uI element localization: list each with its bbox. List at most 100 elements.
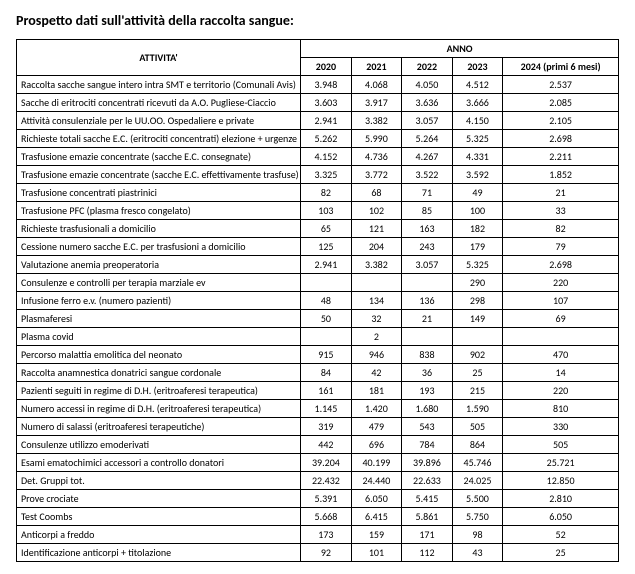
table-row: Valutazione anemia preoperatoria2.9413.3… [17,256,619,274]
value-cell: 3.382 [351,256,402,274]
table-row: Percorso malattia emolitica del neonato 9… [17,346,619,364]
value-cell: 21 [503,184,619,202]
value-cell: 22.432 [301,472,352,490]
value-cell: 163 [402,220,453,238]
table-body: Raccolta sacche sangue intero intra SMT … [17,76,619,562]
value-cell [503,328,619,346]
value-cell: 5.391 [301,490,352,508]
activity-label: Pazienti seguiti in regime di D.H. (erit… [17,382,301,400]
activity-label: Trasfusione concentrati piastrinici [17,184,301,202]
value-cell: 5.500 [452,490,503,508]
value-cell: 3.382 [351,112,402,130]
activity-label: Identificazione anticorpi + titolazione [17,544,301,562]
value-cell: 50 [301,310,352,328]
table-row: Det. Gruppi tot.22.43224.44022.63324.025… [17,472,619,490]
table-row: Prove crociate5.3916.0505.4155.5002.810 [17,490,619,508]
value-cell: 161 [301,382,352,400]
value-cell: 24.440 [351,472,402,490]
header-year-2024: 2024 (primi 6 mesi) [503,58,619,76]
value-cell: 136 [402,292,453,310]
value-cell: 179 [452,238,503,256]
value-cell: 1.145 [301,400,352,418]
value-cell: 82 [503,220,619,238]
table-row: Cessione numero sacche E.C. per trasfusi… [17,238,619,256]
value-cell: 92 [301,544,352,562]
value-cell: 4.152 [301,148,352,166]
value-cell: 810 [503,400,619,418]
value-cell: 5.325 [452,256,503,274]
value-cell: 505 [503,436,619,454]
value-cell: 298 [452,292,503,310]
activity-label: Plasma covid [17,328,301,346]
value-cell: 2 [351,328,402,346]
table-row: Numero di salassi (eritroaferesi terapeu… [17,418,619,436]
value-cell: 40.199 [351,454,402,472]
value-cell: 5.262 [301,130,352,148]
header-year-2021: 2021 [351,58,402,76]
header-year-2023: 2023 [452,58,503,76]
value-cell: 3.603 [301,94,352,112]
value-cell: 946 [351,346,402,364]
value-cell: 43 [452,544,503,562]
value-cell: 159 [351,526,402,544]
value-cell: 442 [301,436,352,454]
value-cell: 1.590 [452,400,503,418]
value-cell: 103 [301,202,352,220]
table-row: Infusione ferro e.v. (numero pazienti)48… [17,292,619,310]
table-row: Sacche di eritrociti concentrati ricevut… [17,94,619,112]
value-cell: 5.264 [402,130,453,148]
activity-label: Richieste trasfusionali a domicilio [17,220,301,238]
value-cell: 215 [452,382,503,400]
value-cell: 2.698 [503,130,619,148]
activity-label: Plasmaferesi [17,310,301,328]
value-cell: 3.325 [301,166,352,184]
value-cell: 25 [503,544,619,562]
value-cell: 68 [351,184,402,202]
table-row: Test Coombs5.6686.4155.8615.7506.050 [17,508,619,526]
table-row: Consulenze utilizzo emoderivati442696784… [17,436,619,454]
table-row: Esami ematochimici accessori a controllo… [17,454,619,472]
table-row: Plasma covid 2 [17,328,619,346]
value-cell: 784 [402,436,453,454]
value-cell: 149 [452,310,503,328]
activity-label: Trasfusione emazie concentrate (sacche E… [17,166,301,184]
value-cell: 5.750 [452,508,503,526]
table-row: Consulenze e controlli per terapia marzi… [17,274,619,292]
value-cell: 14 [503,364,619,382]
table-row: Attività consulenziale per le UU.OO. Osp… [17,112,619,130]
value-cell: 173 [301,526,352,544]
table-row: Plasmaferesi50322114969 [17,310,619,328]
value-cell: 4.512 [452,76,503,94]
value-cell: 71 [402,184,453,202]
activity-label: Consulenze e controlli per terapia marzi… [17,274,301,292]
activity-label: Cessione numero sacche E.C. per trasfusi… [17,238,301,256]
header-year-group: ANNO [301,40,619,58]
table-row: Richieste trasfusionali a domicilio65121… [17,220,619,238]
value-cell: 181 [351,382,402,400]
value-cell: 98 [452,526,503,544]
value-cell: 112 [402,544,453,562]
value-cell: 4.331 [452,148,503,166]
value-cell: 319 [301,418,352,436]
value-cell: 100 [452,202,503,220]
value-cell: 543 [402,418,453,436]
value-cell [452,328,503,346]
value-cell: 6.415 [351,508,402,526]
value-cell [402,274,453,292]
value-cell: 3.522 [402,166,453,184]
activity-label: Esami ematochimici accessori a controllo… [17,454,301,472]
value-cell: 2.810 [503,490,619,508]
value-cell: 3.666 [452,94,503,112]
value-cell [351,274,402,292]
value-cell: 5.861 [402,508,453,526]
activity-label: Anticorpi a freddo [17,526,301,544]
value-cell: 1.852 [503,166,619,184]
data-table: ATTIVITA' ANNO 2020 2021 2022 2023 2024 … [16,39,619,562]
value-cell: 48 [301,292,352,310]
value-cell: 1.420 [351,400,402,418]
activity-label: Numero di salassi (eritroaferesi terapeu… [17,418,301,436]
activity-label: Det. Gruppi tot. [17,472,301,490]
value-cell: 22.633 [402,472,453,490]
activity-label: Percorso malattia emolitica del neonato [17,346,301,364]
activity-label: Richieste totali sacche E.C. (eritrociti… [17,130,301,148]
